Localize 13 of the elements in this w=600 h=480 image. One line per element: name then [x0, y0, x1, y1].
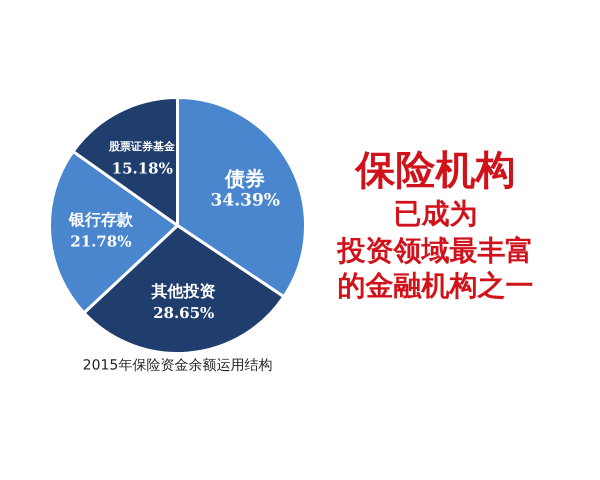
data-label: 28.65%	[153, 304, 214, 322]
text: 保险机构	[354, 148, 516, 194]
data-label: 34.39%	[210, 190, 280, 210]
text: 的金融机构之一	[338, 269, 534, 302]
slice-label: 股票证券基金	[108, 140, 176, 153]
slice-label: 银行存款	[68, 210, 134, 230]
data-label: 21.78%	[70, 232, 132, 251]
text: 已成为	[394, 197, 478, 230]
data-label: 15.18%	[112, 159, 173, 178]
text: 2015年保险资金余额运用结构	[82, 358, 272, 374]
slice-label: 其他投资	[150, 282, 216, 301]
text: 投资领域最丰富	[336, 234, 534, 267]
slice-label: 债券	[224, 166, 266, 190]
